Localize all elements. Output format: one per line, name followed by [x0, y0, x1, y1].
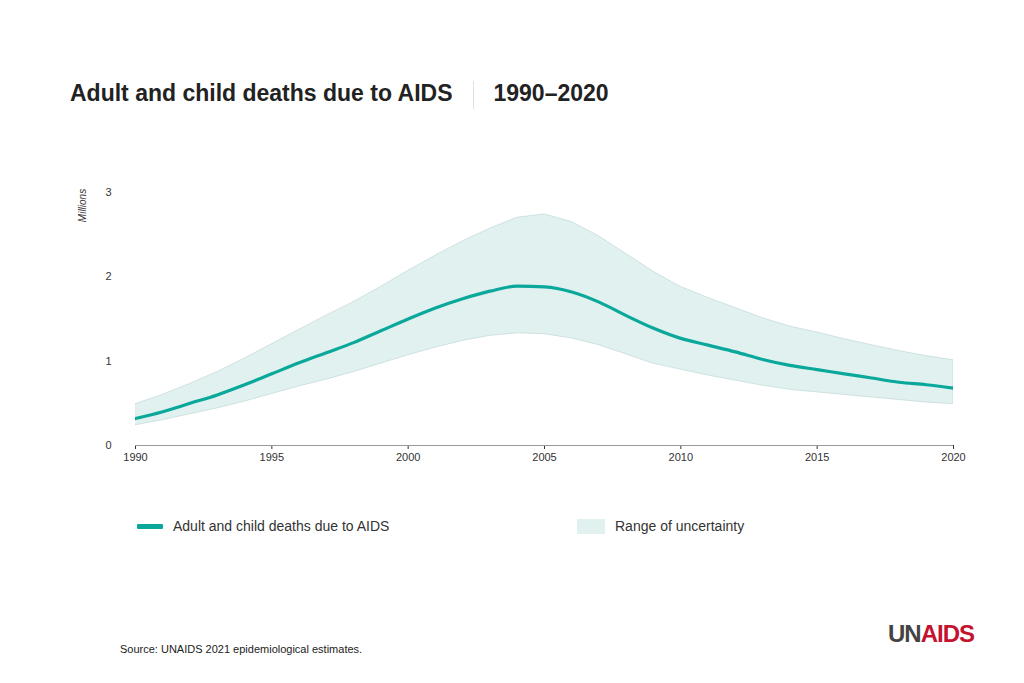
html-text:1990–2020: 1990–2020 [493, 80, 609, 106]
html-text:Adult and child deaths due to: Adult and child deaths due to AIDS [70, 80, 453, 106]
svg-text:3: 3 [105, 186, 111, 198]
svg-text:1: 1 [105, 355, 111, 367]
html-text:UN AIDS: UN AIDS [888, 620, 974, 647]
html-text:Adult and child deaths due to: Adult and child deaths due to AIDS [173, 518, 390, 534]
svg-text:2: 2 [105, 270, 111, 282]
svg-text:2005: 2005 [532, 451, 556, 463]
svg-text:0: 0 [105, 439, 111, 451]
html-text:Millions: Millions [76, 188, 88, 223]
html-text:Range of uncertainty: Range of uncertainty [615, 518, 745, 534]
svg-text:2010: 2010 [669, 451, 693, 463]
svg-text:2020: 2020 [941, 451, 965, 463]
html-text:Source: UNAIDS 2021 epidemiolo: Source: UNAIDS 2021 epidemiological esti… [120, 643, 363, 655]
svg-text:1990: 1990 [123, 451, 147, 463]
svg-text:2015: 2015 [805, 451, 829, 463]
svg-text:1995: 1995 [260, 451, 284, 463]
svg-text:2000: 2000 [396, 451, 420, 463]
